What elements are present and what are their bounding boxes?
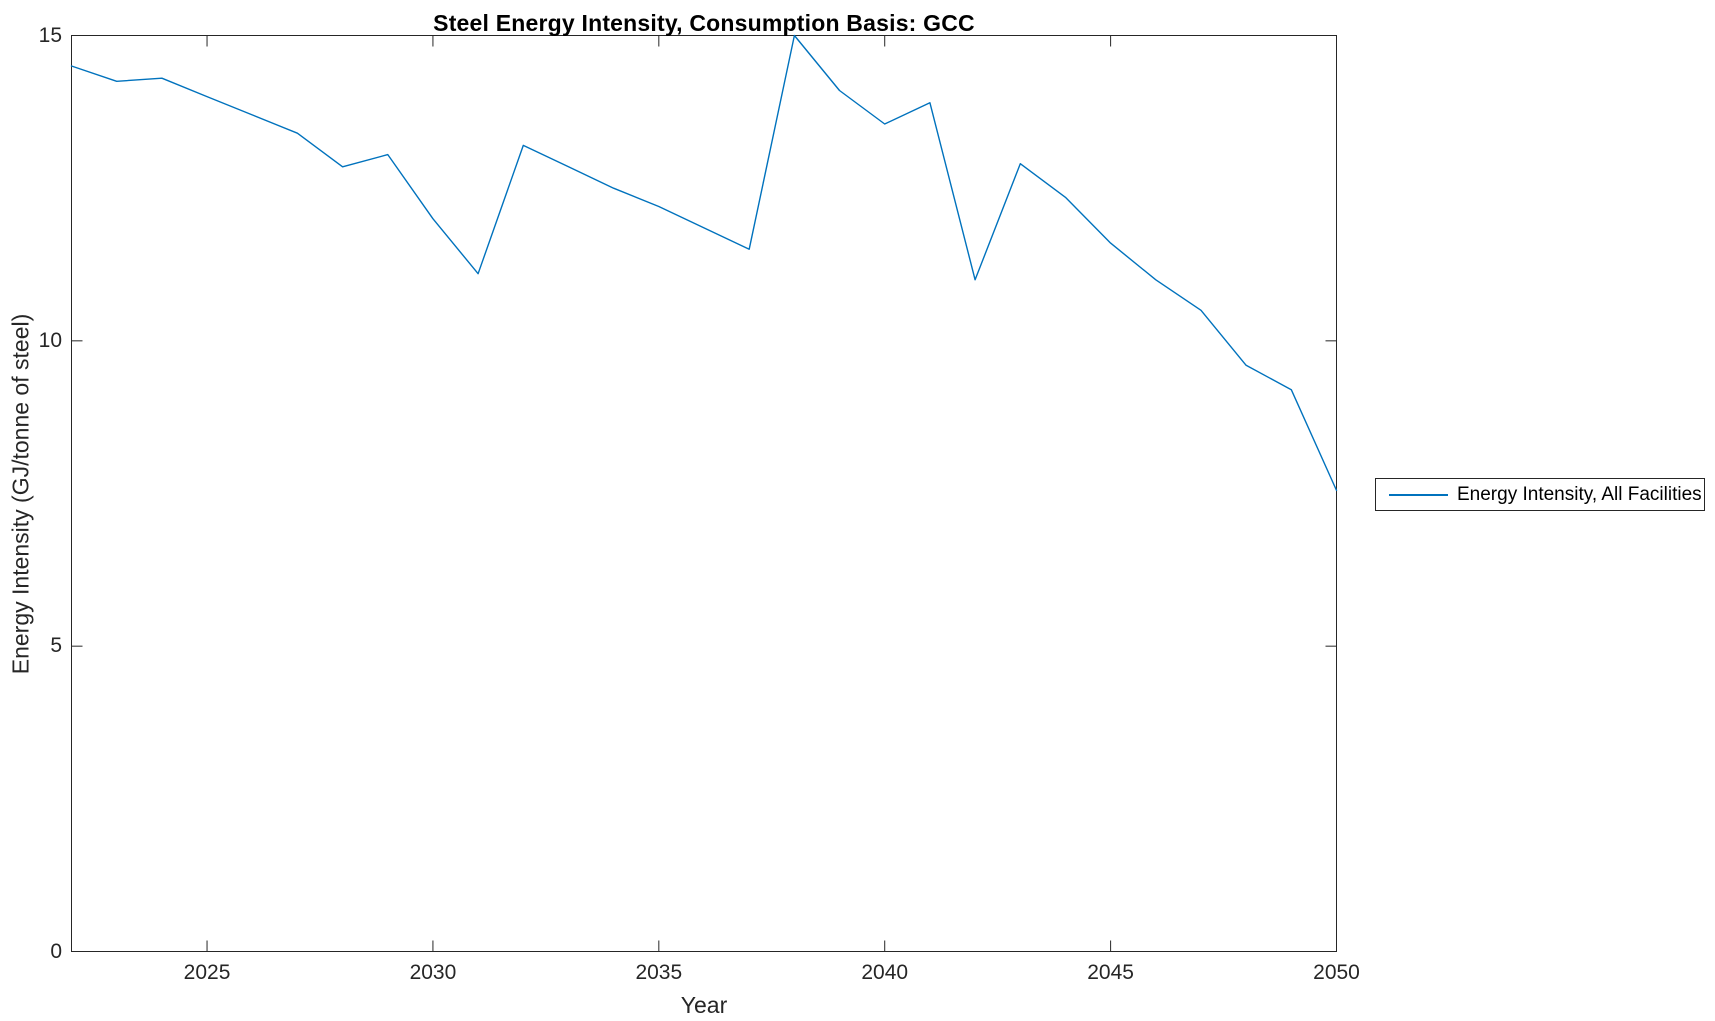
y-tick-label: 15 (38, 23, 62, 47)
x-tick-label: 2045 (1087, 961, 1134, 984)
legend-label: Energy Intensity, All Facilities (1457, 483, 1702, 505)
chart-title: Steel Energy Intensity, Consumption Basi… (433, 10, 975, 36)
y-axis-label: Energy Intensity (GJ/tonne of steel) (7, 313, 34, 675)
x-tick-label: 2050 (1313, 961, 1360, 984)
x-tick-label: 2035 (635, 961, 683, 984)
x-tick-label: 2030 (409, 961, 457, 984)
y-tick-label: 0 (50, 939, 62, 963)
x-tick-label: 2040 (861, 961, 909, 984)
axes-box (71, 35, 1337, 952)
legend-line-swatch (1389, 493, 1448, 496)
y-tick-label: 10 (38, 328, 62, 352)
x-tick-label: 2025 (183, 961, 231, 984)
y-tick-label: 5 (50, 634, 62, 658)
legend: Energy Intensity, All Facilities (1375, 478, 1705, 511)
series-line (70, 34, 1338, 492)
x-axis-label: Year (680, 992, 728, 1018)
